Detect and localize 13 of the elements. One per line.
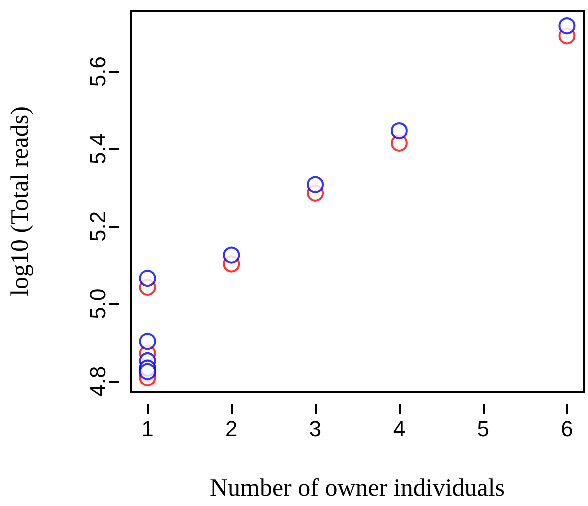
x-tick-label: 4 <box>393 416 406 442</box>
x-tick-label: 1 <box>142 416 154 442</box>
x-tick-label: 5 <box>477 416 490 442</box>
y-tick-label: 5.6 <box>86 56 110 88</box>
y-tick-label: 5.4 <box>86 134 110 165</box>
x-tick-label: 2 <box>226 416 238 442</box>
x-tick-label: 3 <box>309 416 322 442</box>
x-axis-title: Number of owner individuals <box>210 475 506 502</box>
x-tick-label: 6 <box>561 416 574 442</box>
y-tick-label: 5.2 <box>86 211 110 242</box>
y-tick-label: 5.0 <box>86 288 110 320</box>
y-axis-title: log10 (Total reads) <box>7 106 34 296</box>
y-tick-label: 4.8 <box>86 366 110 397</box>
